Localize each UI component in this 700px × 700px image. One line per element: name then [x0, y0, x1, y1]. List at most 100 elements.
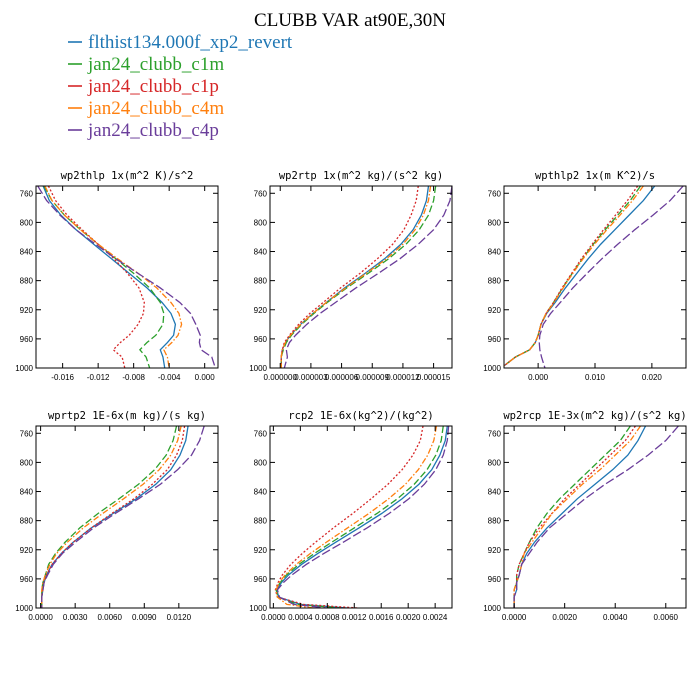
y-tick-label: 920: [20, 306, 34, 315]
series-line: [44, 186, 183, 368]
y-tick-label: 840: [488, 488, 502, 497]
x-tick-label: 0.000006: [325, 373, 359, 382]
panel: wprtp2 1E-6x(m kg)/(s kg) 0.0000 0.0030 0.0…: [15, 410, 219, 622]
panel-title: wp2rcp 1E-3x(m^2 kg)/(s^2 kg): [503, 410, 686, 422]
panel: wp2rtp 1x(m^2 kg)/(s^2 kg)0.0000000.0000…: [249, 170, 453, 382]
y-tick-label: 960: [254, 575, 268, 584]
y-tick-label: 760: [254, 429, 268, 438]
x-tick-label: 0.000012: [386, 373, 420, 382]
y-tick-label: 920: [254, 546, 268, 555]
panel: wp2thlp 1x(m^2 K)/s^2 -0.016 -0.012 -0.008 -…: [15, 170, 219, 382]
y-tick-label: 960: [488, 335, 502, 344]
x-tick-label: 0.0040: [603, 613, 628, 622]
y-tick-label: 760: [20, 429, 34, 438]
y-tick-label: 960: [254, 335, 268, 344]
series-line: [280, 186, 419, 368]
y-tick-label: 840: [20, 248, 34, 257]
x-tick-label: 0.000009: [356, 373, 390, 382]
series-line: [504, 186, 656, 367]
x-tick-label: 0.0024: [423, 613, 448, 622]
y-tick-label: 880: [488, 277, 502, 286]
x-tick-label: 0.0120: [167, 613, 192, 622]
x-tick-label: 0.0012: [342, 613, 367, 622]
panel: wpthlp2 1x(m K^2)/s 0.000 0.010 0.020 760 800…: [483, 170, 687, 382]
series-group: [513, 426, 679, 608]
series-line: [41, 426, 182, 608]
series-line: [280, 186, 437, 368]
series-line: [513, 426, 679, 608]
y-tick-label: 1000: [249, 604, 267, 613]
x-tick-label: 0.0000: [28, 613, 53, 622]
y-tick-label: 960: [20, 575, 34, 584]
x-tick-label: 0.0000: [261, 613, 286, 622]
series-line: [47, 186, 145, 368]
panel-title: wp2thlp 1x(m^2 K)/s^2: [61, 170, 194, 182]
series-line: [276, 426, 448, 608]
y-tick-label: 880: [20, 277, 34, 286]
series-line: [276, 426, 450, 608]
y-tick-label: 760: [488, 189, 502, 198]
plot-frame: [269, 425, 453, 609]
series-line: [275, 426, 438, 608]
x-tick-label: 0.000015: [417, 373, 451, 382]
plot-frame: [503, 185, 687, 369]
y-tick-label: 760: [20, 189, 34, 198]
series-line: [41, 426, 186, 608]
legend-label: jan24_clubb_c4m: [87, 98, 224, 119]
series-line: [37, 186, 216, 368]
y-tick-label: 800: [254, 218, 268, 227]
series-line: [41, 426, 178, 608]
x-tick-label: 0.0060: [654, 613, 679, 622]
series-line: [513, 426, 642, 608]
panel-title: wprtp2 1E-6x(m kg)/(s kg): [48, 410, 206, 422]
figure-title: CLUBB VAR at90E,30N: [254, 10, 446, 31]
series-line: [43, 186, 165, 368]
x-tick-label: 0.020: [642, 373, 663, 382]
y-tick-label: 1000: [15, 604, 33, 613]
y-tick-label: 800: [488, 458, 502, 467]
x-tick-label: 0.0004: [288, 613, 313, 622]
series-line: [274, 426, 424, 608]
series-line: [280, 186, 430, 368]
panel: wp2rcp 1E-3x(m^2 kg)/(s^2 kg) 0.0000 0.002…: [483, 410, 686, 622]
x-tick-label: 0.0060: [97, 613, 122, 622]
x-tick-label: -0.016: [51, 373, 74, 382]
x-tick-label: 0.0020: [396, 613, 421, 622]
y-tick-label: 920: [20, 546, 34, 555]
y-tick-label: 920: [488, 306, 502, 315]
plot-frame: [35, 425, 219, 609]
legend-entry: jan24_clubb_c4p: [68, 120, 219, 141]
series-line: [275, 426, 444, 608]
plot-frame: [503, 425, 687, 609]
series-group: [41, 426, 205, 608]
legend-label: jan24_clubb_c1m: [87, 54, 224, 75]
x-tick-label: 0.0008: [315, 613, 340, 622]
legend: flthist134.000f_xp2_revertjan24_clubb_c1…: [68, 32, 293, 141]
x-tick-label: -0.008: [122, 373, 145, 382]
series-line: [41, 426, 189, 608]
x-tick-label: 0.0030: [63, 613, 88, 622]
y-tick-label: 880: [254, 277, 268, 286]
y-tick-label: 1000: [483, 364, 501, 373]
plot-frame: [35, 185, 219, 369]
x-tick-label: 0.0016: [369, 613, 394, 622]
y-tick-label: 840: [488, 248, 502, 257]
y-tick-label: 1000: [249, 364, 267, 373]
x-tick-label: 0.0000: [502, 613, 527, 622]
y-tick-label: 800: [254, 458, 268, 467]
y-tick-label: 1000: [15, 364, 33, 373]
panel-grid: wp2thlp 1x(m^2 K)/s^2 -0.016 -0.012 -0.008 -…: [15, 170, 686, 622]
legend-label: jan24_clubb_c1p: [87, 76, 219, 97]
series-line: [513, 426, 647, 608]
y-tick-label: 960: [20, 335, 34, 344]
series-group: [274, 426, 450, 608]
legend-entry: flthist134.000f_xp2_revert: [68, 32, 293, 53]
series-line: [283, 186, 452, 368]
y-tick-label: 880: [488, 517, 502, 526]
legend-entry: jan24_clubb_c1m: [68, 54, 224, 75]
series-line: [513, 426, 631, 608]
y-tick-label: 800: [488, 218, 502, 227]
y-tick-label: 840: [254, 488, 268, 497]
panel: rcp2 1E-6x(kg^2)/(kg^2) 0.0000 0.0004 0.000…: [249, 410, 453, 622]
